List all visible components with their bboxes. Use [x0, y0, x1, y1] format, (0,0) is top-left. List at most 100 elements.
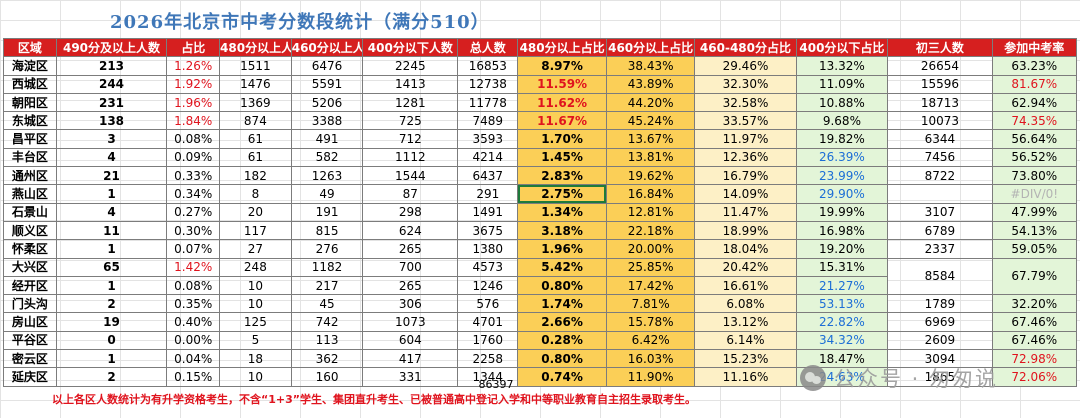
data-cell[interactable]: 0.08%: [166, 275, 221, 296]
district-cell[interactable]: 顺义区: [3, 220, 57, 241]
district-cell[interactable]: 怀柔区: [3, 239, 57, 259]
data-cell[interactable]: 2.83%: [517, 166, 607, 186]
data-cell[interactable]: 10: [219, 367, 292, 387]
district-cell[interactable]: 昌平区: [3, 129, 57, 149]
data-cell[interactable]: 14.09%: [694, 184, 797, 204]
data-cell[interactable]: 62.94%: [991, 92, 1078, 113]
data-cell[interactable]: 1789: [887, 294, 993, 314]
data-cell[interactable]: 1491: [457, 202, 519, 222]
data-cell[interactable]: 1: [55, 239, 168, 259]
data-cell[interactable]: 3.18%: [517, 220, 607, 241]
data-cell[interactable]: 3107: [887, 202, 993, 222]
data-cell[interactable]: 1865: [887, 367, 993, 387]
data-cell[interactable]: 624: [362, 220, 459, 241]
data-cell[interactable]: 26.39%: [795, 147, 889, 168]
data-cell[interactable]: 0.09%: [166, 147, 221, 168]
data-cell[interactable]: 1.34%: [517, 202, 607, 222]
data-cell[interactable]: 21.27%: [795, 275, 889, 296]
data-cell[interactable]: 67.79%: [991, 257, 1078, 296]
data-cell[interactable]: 10: [219, 275, 292, 296]
data-cell[interactable]: 45.24%: [605, 111, 696, 131]
column-header[interactable]: 总人数: [457, 37, 519, 58]
data-cell[interactable]: 16.61%: [694, 275, 797, 296]
data-cell[interactable]: 1: [55, 184, 168, 204]
data-cell[interactable]: 191: [290, 202, 364, 222]
column-header[interactable]: 区域: [3, 37, 57, 58]
column-header[interactable]: 参加中考率: [991, 37, 1078, 58]
data-cell[interactable]: 7456: [887, 147, 993, 168]
data-cell[interactable]: 1760: [457, 330, 519, 351]
data-cell[interactable]: 6789: [887, 220, 993, 241]
data-cell[interactable]: 20: [219, 202, 292, 222]
district-cell[interactable]: 东城区: [3, 111, 57, 131]
district-cell[interactable]: 石景山: [3, 202, 57, 222]
data-cell[interactable]: 29.46%: [694, 56, 797, 76]
data-cell[interactable]: 56.52%: [991, 147, 1078, 168]
data-cell[interactable]: 4701: [457, 312, 519, 332]
data-cell[interactable]: 61: [219, 147, 292, 168]
data-cell[interactable]: 38.43%: [605, 56, 696, 76]
data-cell[interactable]: 582: [290, 147, 364, 168]
column-header[interactable]: 占比: [166, 37, 221, 58]
data-cell[interactable]: 21: [55, 166, 168, 186]
data-cell[interactable]: 12.36%: [694, 147, 797, 168]
data-cell[interactable]: 742: [290, 312, 364, 332]
data-cell[interactable]: 117: [219, 220, 292, 241]
data-cell[interactable]: 1112: [362, 147, 459, 168]
district-cell[interactable]: 朝阳区: [3, 92, 57, 113]
data-cell[interactable]: 56.64%: [991, 129, 1078, 149]
data-cell[interactable]: 1182: [290, 257, 364, 277]
column-header[interactable]: 460-480分占比: [694, 37, 797, 58]
data-cell[interactable]: 17.42%: [605, 275, 696, 296]
data-cell[interactable]: 0.08%: [166, 129, 221, 149]
data-cell[interactable]: 248: [219, 257, 292, 277]
data-cell[interactable]: 1.70%: [517, 129, 607, 149]
data-cell[interactable]: 125: [219, 312, 292, 332]
data-cell[interactable]: 18713: [887, 92, 993, 113]
data-cell[interactable]: 16.03%: [605, 349, 696, 369]
data-cell[interactable]: 16853: [457, 56, 519, 76]
column-header[interactable]: 480分以上占比: [517, 37, 607, 58]
data-cell[interactable]: 25.85%: [605, 257, 696, 277]
data-cell[interactable]: 33.57%: [694, 111, 797, 131]
data-cell[interactable]: 2.75%: [517, 184, 607, 204]
column-header[interactable]: 400分以下人数: [362, 37, 459, 58]
column-header[interactable]: 初三人数: [887, 37, 993, 58]
district-cell[interactable]: 海淀区: [3, 56, 57, 76]
data-cell[interactable]: 13.12%: [694, 312, 797, 332]
data-cell[interactable]: 2337: [887, 239, 993, 259]
data-cell[interactable]: 3388: [290, 111, 364, 131]
data-cell[interactable]: 182: [219, 166, 292, 186]
data-cell[interactable]: 1.84%: [166, 111, 221, 131]
data-cell[interactable]: 6969: [887, 312, 993, 332]
data-cell[interactable]: 18: [219, 349, 292, 369]
data-cell[interactable]: #DIV/0!: [991, 184, 1078, 204]
data-cell[interactable]: 0.28%: [517, 330, 607, 351]
data-cell[interactable]: 7489: [457, 111, 519, 131]
data-cell[interactable]: 11.16%: [694, 367, 797, 387]
data-cell[interactable]: 73.80%: [991, 166, 1078, 186]
data-cell[interactable]: 8584: [887, 257, 993, 296]
data-cell[interactable]: 0.15%: [166, 367, 221, 387]
data-cell[interactable]: 331: [362, 367, 459, 387]
data-cell[interactable]: 34.32%: [795, 330, 889, 351]
data-cell[interactable]: 11.09%: [795, 74, 889, 94]
data-cell[interactable]: 5: [219, 330, 292, 351]
data-cell[interactable]: 6.14%: [694, 330, 797, 351]
district-cell[interactable]: 丰台区: [3, 147, 57, 168]
data-cell[interactable]: 15596: [887, 74, 993, 94]
data-cell[interactable]: 74.35%: [991, 111, 1078, 131]
data-cell[interactable]: 306: [362, 294, 459, 314]
data-cell[interactable]: 244: [55, 74, 168, 94]
data-cell[interactable]: 32.20%: [991, 294, 1078, 314]
data-cell[interactable]: 2609: [887, 330, 993, 351]
total-cell[interactable]: 86397: [478, 378, 514, 391]
data-cell[interactable]: 63.23%: [991, 56, 1078, 76]
column-header[interactable]: 480分以上人数: [219, 37, 292, 58]
data-cell[interactable]: 1413: [362, 74, 459, 94]
data-cell[interactable]: 32.58%: [694, 92, 797, 113]
data-cell[interactable]: 87: [362, 184, 459, 204]
data-cell[interactable]: 4: [55, 202, 168, 222]
data-cell[interactable]: 3593: [457, 129, 519, 149]
data-cell[interactable]: 19: [55, 312, 168, 332]
